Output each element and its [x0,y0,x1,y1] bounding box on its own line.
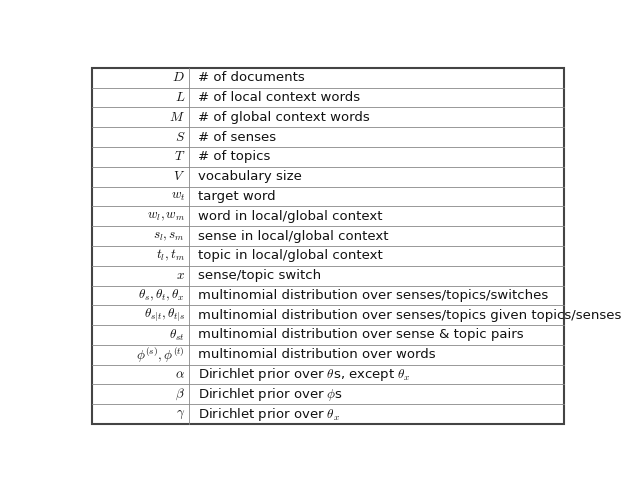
Text: multinomial distribution over senses/topics given topics/senses: multinomial distribution over senses/top… [198,309,621,322]
Text: $\theta_s, \theta_t, \theta_x$: $\theta_s, \theta_t, \theta_x$ [138,288,185,303]
Text: $\beta$: $\beta$ [175,387,185,402]
Text: Dirichlet prior over $\theta_x$: Dirichlet prior over $\theta_x$ [198,406,340,423]
Text: # of senses: # of senses [198,131,276,144]
Text: $t_l, t_m$: $t_l, t_m$ [156,248,185,263]
Text: $\theta_{s|t}, \theta_{t|s}$: $\theta_{s|t}, \theta_{t|s}$ [144,307,185,324]
Text: # of topics: # of topics [198,150,270,163]
Text: $\phi^{(s)}, \phi^{(t)}$: $\phi^{(s)}, \phi^{(t)}$ [136,345,185,365]
Text: Dirichlet prior over $\theta$s, except $\theta_x$: Dirichlet prior over $\theta$s, except $… [198,366,411,383]
Text: $M$: $M$ [169,111,185,124]
Text: word in local/global context: word in local/global context [198,210,383,223]
Text: $s_l, s_m$: $s_l, s_m$ [154,229,185,243]
Text: # of local context words: # of local context words [198,91,360,104]
Text: $L$: $L$ [175,91,185,104]
Text: $\gamma$: $\gamma$ [176,408,185,421]
Text: # of global context words: # of global context words [198,111,370,124]
Text: $D$: $D$ [172,71,185,84]
Text: sense in local/global context: sense in local/global context [198,229,388,243]
Text: $x$: $x$ [176,269,185,282]
Text: $\alpha$: $\alpha$ [175,368,185,381]
Text: # of documents: # of documents [198,71,305,84]
Text: multinomial distribution over words: multinomial distribution over words [198,348,436,361]
Text: multinomial distribution over senses/topics/switches: multinomial distribution over senses/top… [198,289,548,302]
Text: $V$: $V$ [173,170,185,183]
Text: $\theta_{st}$: $\theta_{st}$ [170,327,185,343]
Text: vocabulary size: vocabulary size [198,170,302,183]
Text: $S$: $S$ [175,131,185,144]
Text: sense/topic switch: sense/topic switch [198,269,321,282]
Text: Dirichlet prior over $\phi$s: Dirichlet prior over $\phi$s [198,386,343,403]
Text: $w_t$: $w_t$ [170,190,185,203]
Text: target word: target word [198,190,276,203]
Text: $w_l, w_m$: $w_l, w_m$ [147,210,185,223]
Text: multinomial distribution over sense & topic pairs: multinomial distribution over sense & to… [198,329,524,341]
Text: $T$: $T$ [173,150,185,163]
Text: topic in local/global context: topic in local/global context [198,249,383,262]
